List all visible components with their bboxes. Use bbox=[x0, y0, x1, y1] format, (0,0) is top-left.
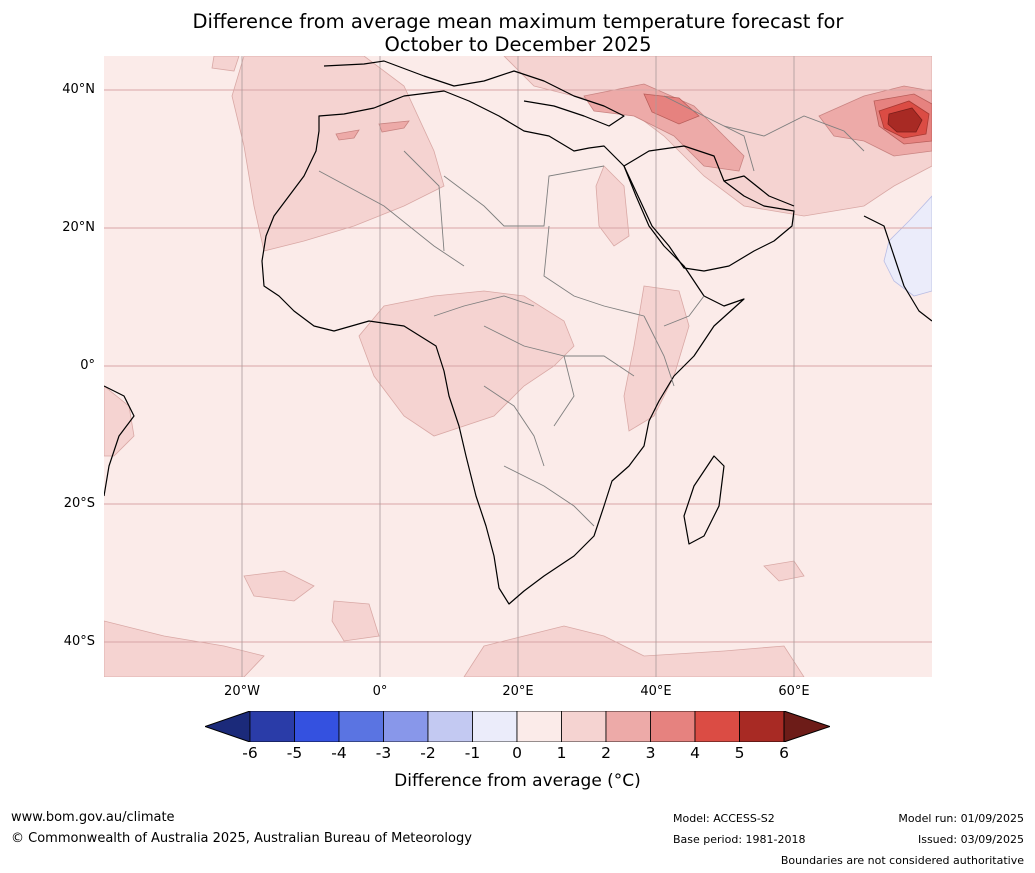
colorbar-tick-label: 4 bbox=[690, 744, 700, 762]
colorbar-tick-label: -5 bbox=[286, 744, 303, 762]
anomaly-5-6-hotspot bbox=[887, 107, 923, 133]
lon-label-0: 0° bbox=[372, 684, 388, 699]
colorbar-tick-label: -2 bbox=[420, 744, 436, 762]
title-line-1: Difference from average mean maximum tem… bbox=[192, 10, 844, 33]
colorbar-segment bbox=[294, 711, 340, 742]
colorbar-segment bbox=[561, 711, 607, 742]
persian-gulf-coast bbox=[723, 175, 795, 207]
lat-label-0: 0° bbox=[80, 358, 95, 373]
colorbar-segment bbox=[516, 711, 562, 742]
copyright-text: © Commonwealth of Australia 2025, Austra… bbox=[11, 831, 472, 846]
colorbar-segment bbox=[383, 711, 429, 742]
europe-coastline bbox=[323, 60, 625, 127]
colorbar-tick-label: -3 bbox=[375, 744, 392, 762]
colorbar-segment bbox=[427, 711, 473, 742]
map-title: Difference from average mean maximum tem… bbox=[104, 10, 932, 56]
issued-date: Issued: 03/09/2025 bbox=[917, 833, 1024, 846]
madagascar-coastline bbox=[683, 455, 725, 545]
lat-label-20n: 20°N bbox=[62, 220, 95, 235]
colorbar-label: Difference from average (°C) bbox=[394, 771, 641, 791]
lon-label-60e: 60°E bbox=[778, 684, 810, 699]
colorbar bbox=[205, 711, 830, 742]
colorbar-tick-label: 6 bbox=[779, 744, 789, 762]
colorbar-extend-low bbox=[205, 711, 251, 742]
colorbar-segment bbox=[249, 711, 295, 742]
colorbar-tick-label: -4 bbox=[331, 744, 347, 762]
colorbar-tick-label: 0 bbox=[512, 744, 522, 762]
colorbar-extend-high bbox=[783, 711, 830, 742]
title-line-2: October to December 2025 bbox=[384, 33, 652, 56]
boundaries-disclaimer: Boundaries are not considered authoritat… bbox=[780, 854, 1024, 867]
base-period: Base period: 1981-2018 bbox=[673, 833, 806, 846]
lat-label-20s: 20°S bbox=[63, 496, 95, 511]
colorbar-tick-label: 1 bbox=[556, 744, 567, 762]
model-name: Model: ACCESS-S2 bbox=[673, 812, 775, 825]
country-borders bbox=[318, 95, 865, 527]
colorbar-tick-label: -1 bbox=[464, 744, 481, 762]
colorbar-tick-label: -6 bbox=[242, 744, 258, 762]
colorbar-tick-label: 3 bbox=[645, 744, 656, 762]
lon-label-20e: 20°E bbox=[502, 684, 534, 699]
graticule-meridians bbox=[241, 56, 795, 677]
lon-label-20w: 20°W bbox=[224, 684, 260, 699]
india-coastline bbox=[863, 215, 932, 322]
colorbar-segment bbox=[650, 711, 696, 742]
colorbar-tick-label: 2 bbox=[601, 744, 611, 762]
lon-label-40e: 40°E bbox=[640, 684, 672, 699]
colorbar-segment bbox=[472, 711, 518, 742]
colorbar-tick-label: 5 bbox=[734, 744, 745, 762]
arabia-coastline bbox=[623, 145, 795, 272]
lat-label-40n: 40°N bbox=[62, 82, 95, 97]
model-run-date: Model run: 01/09/2025 bbox=[898, 812, 1024, 825]
africa-coastline bbox=[261, 90, 745, 605]
colorbar-segment bbox=[694, 711, 740, 742]
coastlines bbox=[104, 60, 932, 605]
colorbar-segment bbox=[338, 711, 384, 742]
anomaly-negative-region bbox=[883, 195, 932, 297]
colorbar-segment bbox=[605, 711, 651, 742]
temperature-anomaly-map bbox=[104, 56, 932, 677]
website-link[interactable]: www.bom.gov.au/climate bbox=[11, 810, 175, 825]
lat-label-40s: 40°S bbox=[63, 634, 95, 649]
colorbar-segment bbox=[739, 711, 785, 742]
south-america-coastline bbox=[104, 385, 135, 497]
